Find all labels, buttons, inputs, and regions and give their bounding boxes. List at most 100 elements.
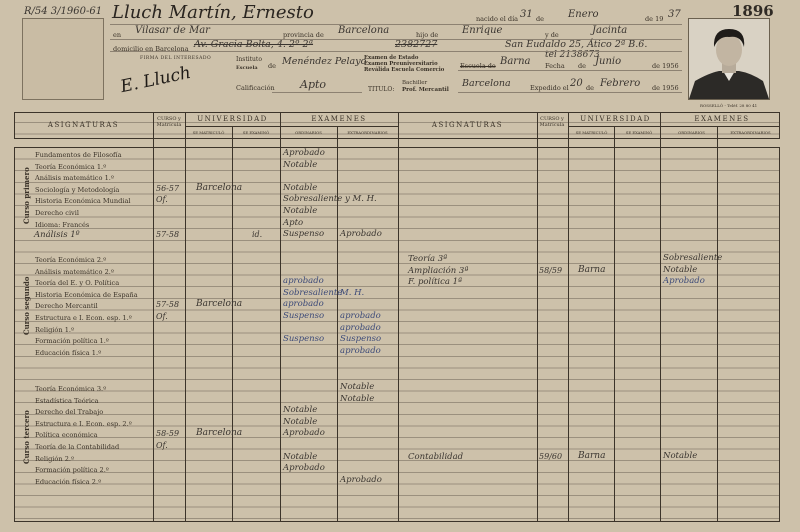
calificacion: Apto bbox=[300, 78, 327, 91]
table-row: Análisis 1º 57-58 id. Suspenso Aprobado bbox=[0, 229, 400, 243]
table-row: Política económica 58-59 Barcelona Aprobado bbox=[0, 428, 400, 442]
table-row: Análisis matemático 2.º bbox=[0, 267, 400, 279]
ordinario-value: Notable bbox=[663, 451, 698, 461]
firma-label: FIRMA DEL INTERESADO bbox=[140, 56, 212, 61]
birth-month: Enero bbox=[568, 9, 599, 20]
father-name: Enrique bbox=[462, 25, 503, 36]
subject-name: Formación política 2.º bbox=[35, 466, 109, 475]
examen-line: Examen Preuniversitario bbox=[364, 61, 438, 67]
subject-name: Educación física 2.º bbox=[35, 477, 102, 486]
portrait-image bbox=[689, 19, 769, 99]
table-row: Estadística Teórica Notable bbox=[0, 394, 400, 408]
ordinario-value: Sobresaliente bbox=[283, 287, 343, 298]
se-examino-value: id. bbox=[252, 230, 263, 240]
header-se-examino: SE EXAMINÓ bbox=[625, 130, 653, 135]
titulo-line: Prof. Mercantil bbox=[402, 87, 449, 93]
table-row: Idioma: Francés Apto bbox=[0, 217, 400, 232]
subject-name: Teoría Económica 2.º bbox=[35, 256, 107, 264]
table-row: Estructura e I. Econ. esp. 2.º Notable bbox=[0, 417, 400, 431]
subject-name: Fundamentos de Filosofía bbox=[35, 151, 122, 159]
header-curso: CURSO y Matrícula bbox=[539, 116, 565, 128]
ordinario-value: Aprobado bbox=[283, 463, 325, 474]
ordinario-value: Suspenso bbox=[283, 229, 325, 240]
extraordinario-value: Aprobado bbox=[340, 474, 382, 485]
table-row: Historia Económica Mundial Of. Sobresalien… bbox=[0, 194, 400, 208]
se-matriculo-value: Barcelona bbox=[196, 428, 243, 439]
curso-value: 58/59 bbox=[539, 265, 563, 275]
table-row: Religión 2.º Notable bbox=[0, 452, 400, 466]
table-row: Historia Económica de España Sobresalient… bbox=[0, 287, 400, 302]
ordinario-value: Apto bbox=[283, 217, 304, 228]
subject-name: Derecho Mercantil bbox=[35, 302, 98, 311]
subject-name: Análisis 1º bbox=[34, 230, 80, 241]
se-matriculo-value: Barcelona bbox=[196, 299, 243, 310]
birth-year: 37 bbox=[668, 9, 681, 20]
subject-name: Estructura e I. Econ. esp. 2.º bbox=[35, 419, 132, 428]
escuela-sublabel: Escuela bbox=[236, 65, 258, 71]
table-row: Teoría 3ª Sobresaliente bbox=[398, 253, 780, 267]
header-curso: CURSO y Matrícula bbox=[156, 116, 182, 128]
grades-table bbox=[14, 112, 780, 522]
subject-name: Religión 2.º bbox=[35, 454, 75, 463]
header-asignaturas: ASIGNATURAS bbox=[431, 121, 504, 129]
birth-year-label: de 19 bbox=[645, 15, 664, 23]
subject-name: Educación física 1.º bbox=[35, 348, 102, 357]
table-row: Formación política 2.º Aprobado bbox=[0, 463, 400, 477]
subject-name: Historia Económica de España bbox=[35, 290, 138, 299]
subject-name: Teoría del E. y O. Política bbox=[35, 279, 120, 288]
student-photo bbox=[688, 18, 770, 100]
subject-name: Teoría de la Contabilidad bbox=[35, 443, 120, 451]
header-ordinarios: ORDINARIOS bbox=[295, 130, 322, 135]
birth-day-label: nacido el día bbox=[476, 15, 519, 23]
subject-name: F. política 1ª bbox=[408, 277, 463, 288]
table-row: Formación política 1.º Suspenso Suspenso bbox=[0, 334, 400, 348]
ordinario-value: Aprobado bbox=[663, 276, 705, 287]
titulo-line: Bachiller bbox=[402, 80, 428, 86]
y-de-label: y de bbox=[545, 31, 559, 39]
subject-name: Derecho civil bbox=[35, 209, 79, 217]
ordinario-value: Notable bbox=[283, 159, 318, 170]
mother-name: Jacinta bbox=[592, 25, 628, 36]
ordinario-value: Aprobado bbox=[283, 428, 325, 439]
escuela-label: Escuela de bbox=[460, 62, 496, 70]
titulo-label: TITULO: bbox=[368, 86, 395, 93]
ordinario-value: Sobresaliente bbox=[663, 253, 723, 263]
fecha-year: de 1956 bbox=[652, 62, 679, 70]
subject-name: Idioma: Francés bbox=[35, 220, 90, 229]
ordinario-value: Sobresaliente y M. H. bbox=[283, 194, 377, 205]
subject-name: Ampliación 3ª bbox=[408, 265, 469, 276]
table-row: Teoría del E. y O. Política aprobado bbox=[0, 276, 400, 290]
subject-name: Sociología y Metodología bbox=[35, 185, 120, 194]
examen-line: Examen de Estado bbox=[364, 55, 419, 61]
se-matriculo-value: Barna bbox=[578, 264, 606, 275]
curso-value: 58-59 bbox=[156, 429, 180, 439]
hijo-label: hijo de bbox=[416, 31, 439, 39]
table-row: Fundamentos de Filosofía Aprobado bbox=[0, 148, 400, 162]
domicilio-phone-old: 2382727 bbox=[395, 39, 438, 50]
de-label: de bbox=[536, 15, 545, 23]
header-ordinarios: ORDINARIOS bbox=[678, 130, 705, 135]
phone-new: tel 2138673 bbox=[545, 50, 600, 60]
table-row: Teoría de la Contabilidad Of. bbox=[0, 441, 400, 454]
subject-name: Análisis matemático 1.º bbox=[35, 174, 114, 183]
extraordinario-value: Notable bbox=[340, 382, 375, 392]
extraordinario-value: aprobado bbox=[340, 311, 381, 321]
header-asignaturas: ASIGNATURAS bbox=[47, 121, 120, 129]
record-number: 1896 bbox=[732, 2, 774, 20]
table-row: Ampliación 3ª 58/59 Barna Notable bbox=[398, 264, 780, 279]
table-row: Educación física 1.º aprobado bbox=[0, 346, 400, 360]
ordinario-value: Notable bbox=[663, 264, 698, 275]
subject-name: Estructura e I. Econ. esp. 1.º bbox=[35, 314, 132, 322]
ordinario-value: aprobado bbox=[283, 276, 324, 287]
table-row: Contabilidad 59/60 Barna Notable bbox=[398, 451, 780, 465]
curso-value: 56-57 bbox=[156, 183, 180, 193]
expedido-year: de 1956 bbox=[652, 84, 679, 92]
header-se-matriculo: SE MATRICULÓ bbox=[575, 130, 608, 135]
file-reference: R/54 3/1960-61 bbox=[24, 6, 103, 17]
subject-name: Formación política 1.º bbox=[35, 337, 109, 346]
ordinario-value: Aprobado bbox=[283, 148, 325, 158]
examen-line: Reválida Escuela Comercio bbox=[364, 67, 445, 73]
header-se-matriculo: SE MATRICULÓ bbox=[192, 130, 225, 135]
subject-name: Teoría Económica 1.º bbox=[35, 162, 107, 171]
